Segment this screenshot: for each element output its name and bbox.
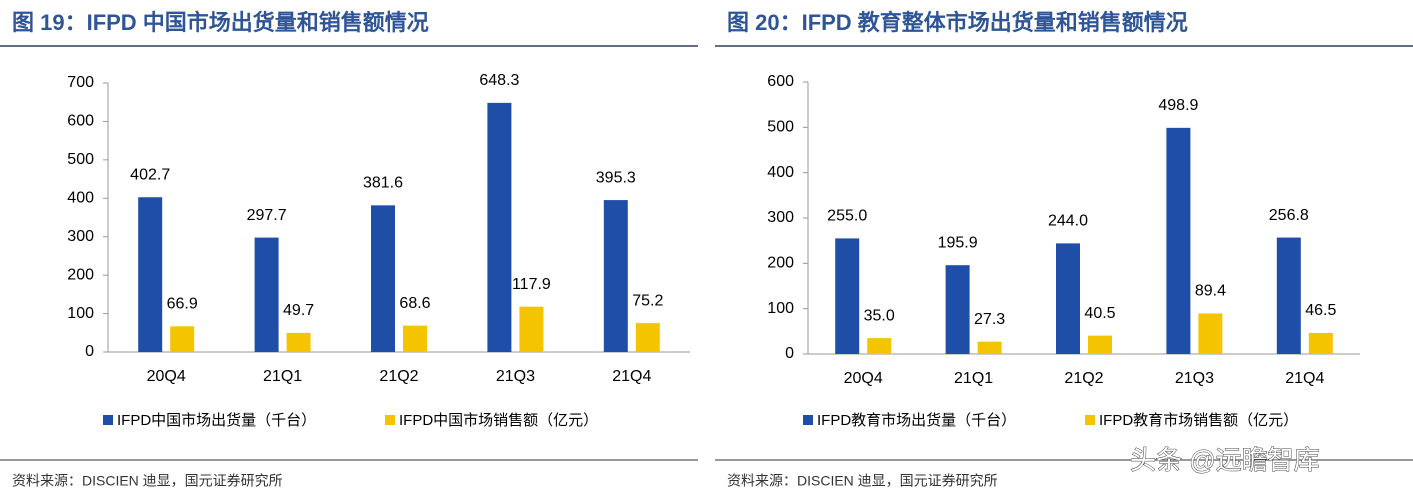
value-label: 68.6: [399, 295, 430, 312]
value-label: 381.6: [363, 175, 403, 192]
value-label: 498.9: [1158, 97, 1198, 114]
value-label: 49.7: [283, 302, 314, 319]
y-tick-label: 600: [767, 73, 794, 90]
bar: [1166, 127, 1191, 354]
y-tick-label: 300: [67, 228, 94, 245]
bar: [835, 238, 860, 354]
y-tick-label: 100: [67, 305, 94, 322]
legend-label: IFPD中国市场出货量（千台）: [117, 412, 316, 429]
value-label: 35.0: [864, 307, 895, 324]
x-tick-label: 21Q4: [1285, 370, 1324, 387]
y-tick-label: 0: [85, 343, 94, 360]
x-tick-label: 21Q1: [954, 370, 993, 387]
y-tick-label: 400: [767, 164, 794, 181]
x-tick-label: 20Q4: [147, 368, 186, 385]
value-label: 89.4: [1195, 283, 1226, 300]
source: 资料来源：DISCIEN 迪显，国元证券研究所: [12, 473, 283, 489]
legend-swatch: [103, 415, 113, 425]
bar: [977, 341, 1002, 354]
legend-label: IFPD中国市场销售额（亿元）: [399, 412, 598, 429]
bar: [1198, 313, 1223, 354]
bar: [603, 200, 628, 352]
chart-title: 图 19：IFPD 中国市场出货量和销售额情况: [12, 10, 429, 35]
value-label: 648.3: [479, 72, 519, 89]
value-label: 117.9: [512, 276, 551, 293]
y-tick-label: 400: [67, 190, 94, 207]
bar: [254, 237, 279, 352]
y-tick-label: 200: [67, 266, 94, 283]
y-tick-label: 500: [767, 119, 794, 136]
value-label: 195.9: [938, 234, 978, 251]
bar: [867, 338, 892, 354]
value-label: 46.5: [1305, 302, 1336, 319]
value-label: 255.0: [827, 208, 867, 225]
y-tick-label: 0: [785, 345, 794, 362]
watermark: 头条 @远瞻智库: [1130, 445, 1320, 475]
x-tick-label: 21Q2: [1064, 370, 1103, 387]
x-tick-label: 20Q4: [844, 370, 883, 387]
bar: [1276, 237, 1301, 354]
bar: [1308, 332, 1333, 354]
bar: [635, 323, 660, 352]
bar: [487, 102, 512, 352]
y-tick-label: 500: [67, 151, 94, 168]
bar: [170, 326, 195, 352]
value-label: 297.7: [247, 207, 287, 224]
legend-swatch: [1085, 415, 1095, 425]
bar: [371, 205, 395, 352]
source: 资料来源：DISCIEN 迪显，国元证券研究所: [727, 473, 998, 489]
x-tick-label: 21Q2: [379, 368, 418, 385]
chart-title: 图 20：IFPD 教育整体市场出货量和销售额情况: [727, 10, 1188, 35]
y-tick-label: 100: [767, 300, 794, 317]
legend-label: IFPD教育市场销售额（亿元）: [1099, 412, 1298, 429]
value-label: 244.0: [1048, 213, 1088, 230]
value-label: 395.3: [596, 169, 636, 186]
value-label: 66.9: [167, 296, 198, 313]
legend-swatch: [385, 415, 395, 425]
y-tick-label: 300: [767, 209, 794, 226]
bar: [286, 332, 311, 352]
bar: [1056, 243, 1080, 354]
x-tick-label: 21Q3: [1175, 370, 1214, 387]
x-tick-label: 21Q4: [612, 368, 651, 385]
y-tick-label: 200: [767, 255, 794, 272]
bar: [403, 325, 427, 352]
bar: [945, 265, 970, 354]
bar: [1088, 335, 1112, 354]
value-label: 40.5: [1084, 305, 1115, 322]
value-label: 402.7: [130, 166, 170, 183]
value-label: 256.8: [1269, 207, 1309, 224]
legend-label: IFPD教育市场出货量（千台）: [817, 412, 1016, 429]
y-tick-label: 700: [67, 74, 94, 91]
bar: [519, 306, 544, 352]
legend-swatch: [803, 415, 813, 425]
bar: [138, 197, 163, 352]
x-tick-label: 21Q3: [496, 368, 535, 385]
value-label: 27.3: [974, 311, 1005, 328]
x-tick-label: 21Q1: [263, 368, 302, 385]
value-label: 75.2: [632, 292, 663, 309]
y-tick-label: 600: [67, 113, 94, 130]
